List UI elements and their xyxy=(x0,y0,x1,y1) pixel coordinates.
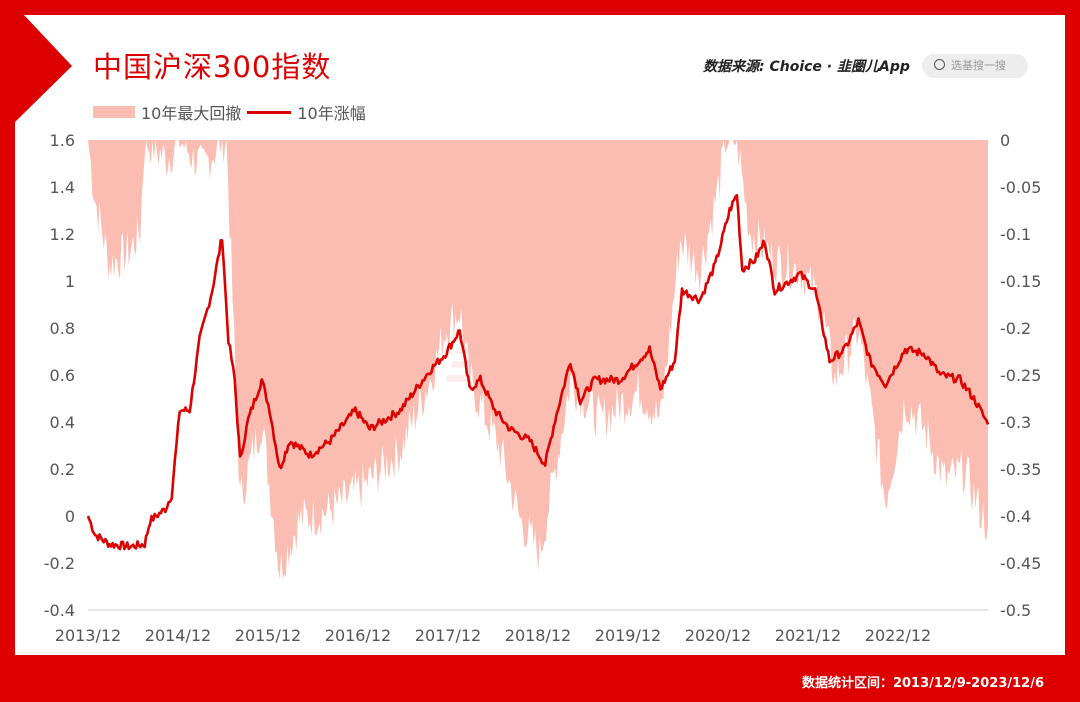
y-left-tick-label: 0.8 xyxy=(50,319,75,338)
source-label: 数据来源: Choice · xyxy=(703,59,837,75)
x-tick-label: 2022/12 xyxy=(865,626,931,645)
x-tick-label: 2018/12 xyxy=(505,626,571,645)
y-left-tick-label: 1.4 xyxy=(50,178,75,197)
y-right-tick-label: -0.25 xyxy=(1000,366,1041,385)
search-placeholder: 选基搜一搜 xyxy=(951,59,1006,72)
y-left-tick-label: 0.2 xyxy=(50,460,75,479)
legend-swatch-drawdown xyxy=(93,106,135,118)
legend-swatch-return xyxy=(247,110,292,114)
y-right-tick-label: -0.05 xyxy=(1000,178,1041,197)
y-right-tick-label: -0.3 xyxy=(1000,413,1031,432)
y-left-tick-label: 0 xyxy=(65,507,75,526)
search-icon xyxy=(934,59,945,70)
x-tick-label: 2015/12 xyxy=(235,626,301,645)
legend: 10年最大回撤 10年涨幅 xyxy=(93,100,366,124)
y-left-tick-label: 0.6 xyxy=(50,366,75,385)
y-left-tick-label: -0.4 xyxy=(44,601,75,620)
x-tick-label: 2014/12 xyxy=(145,626,211,645)
y-right-tick-label: -0.5 xyxy=(1000,601,1031,620)
y-left-tick-label: 0.4 xyxy=(50,413,75,432)
legend-label-return: 10年涨幅 xyxy=(297,104,366,123)
y-right-tick-label: -0.1 xyxy=(1000,225,1031,244)
y-right-tick-label: -0.45 xyxy=(1000,554,1041,573)
y-right-tick-label: -0.4 xyxy=(1000,507,1031,526)
search-box[interactable]: 选基搜一搜 xyxy=(922,54,1028,78)
data-source: 数据来源: Choice · 韭圈儿App xyxy=(703,56,910,76)
y-left-tick-label: 1.6 xyxy=(50,131,75,150)
y-right-tick-label: -0.35 xyxy=(1000,460,1041,479)
x-tick-label: 2013/12 xyxy=(55,626,121,645)
y-left-tick-label: 1.2 xyxy=(50,225,75,244)
y-right-tick-label: 0 xyxy=(1000,131,1010,150)
return-line xyxy=(86,194,990,551)
y-left-tick-label: 1 xyxy=(65,272,75,291)
x-tick-label: 2021/12 xyxy=(775,626,841,645)
arrow-notch-decoration xyxy=(15,15,72,122)
x-tick-label: 2017/12 xyxy=(415,626,481,645)
x-tick-label: 2020/12 xyxy=(685,626,751,645)
x-tick-label: 2019/12 xyxy=(595,626,661,645)
y-left-tick-label: -0.2 xyxy=(44,554,75,573)
x-tick-label: 2016/12 xyxy=(325,626,391,645)
drawdown-area xyxy=(88,140,988,580)
y-right-tick-label: -0.15 xyxy=(1000,272,1041,291)
footer-date-range: 数据统计区间：2013/12/9-2023/12/6 xyxy=(801,676,1044,691)
brand-logo: 韭圈儿App xyxy=(837,59,910,75)
y-right-tick-label: -0.2 xyxy=(1000,319,1031,338)
page-title: 中国沪深300指数 xyxy=(93,50,332,84)
legend-label-drawdown: 10年最大回撤 xyxy=(141,104,242,123)
